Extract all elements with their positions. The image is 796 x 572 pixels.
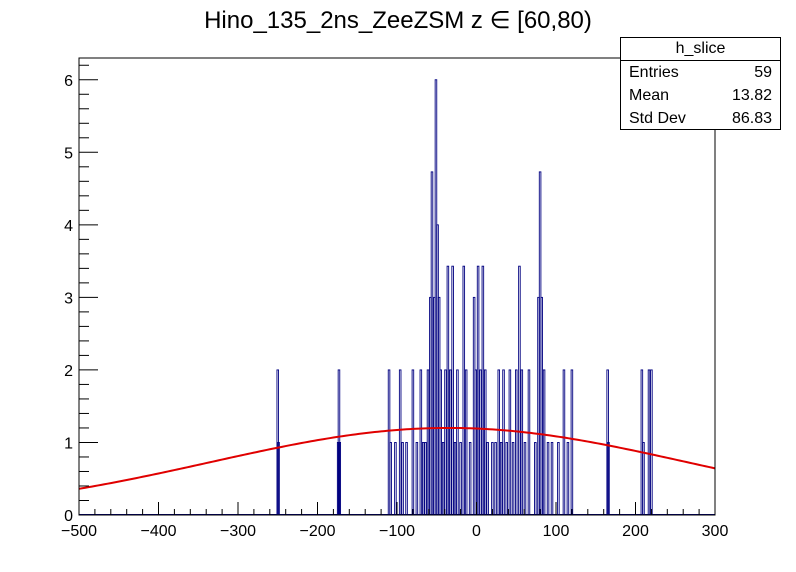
histogram-bar — [476, 265, 480, 516]
x-tick-label: 0 — [472, 523, 481, 540]
histogram-bar — [441, 442, 445, 516]
x-tick-label: −400 — [140, 523, 176, 540]
x-tick-label: −200 — [299, 523, 335, 540]
histogram-bar — [430, 171, 434, 516]
fit-curve-group — [78, 426, 716, 490]
y-tick-label: 5 — [64, 145, 73, 162]
y-tick-label: 4 — [64, 218, 73, 235]
histogram-bar — [426, 369, 430, 516]
histogram-bar — [550, 442, 554, 516]
stats-row-mean: Mean 13.82 — [621, 84, 780, 107]
stats-row-entries: Entries 59 — [621, 61, 780, 84]
stats-label: Std Dev — [629, 110, 686, 127]
stats-box: h_slice Entries 59 Mean 13.82 Std Dev 86… — [620, 37, 781, 130]
histogram-bar — [542, 369, 546, 516]
histogram-bar — [446, 265, 450, 516]
histogram-bar — [566, 442, 570, 516]
stats-box-title: h_slice — [621, 38, 780, 61]
histogram-bar — [540, 296, 543, 516]
histogram-bar — [449, 369, 452, 516]
histogram-bar — [650, 369, 653, 516]
histogram-bar — [497, 369, 501, 516]
x-tick-label: 200 — [622, 523, 649, 540]
histogram-bar — [515, 369, 518, 516]
histogram-bar — [419, 369, 423, 516]
histogram-bar — [481, 265, 485, 516]
histogram-bar — [557, 442, 560, 516]
histogram-bar — [468, 442, 472, 516]
x-tick-label: 100 — [543, 523, 570, 540]
histogram-bar — [491, 442, 494, 516]
histogram-bar — [486, 442, 489, 516]
histogram-bar — [502, 369, 505, 516]
histogram-bar — [511, 442, 515, 516]
histogram-bar — [421, 442, 425, 516]
histogram-bar — [518, 265, 521, 516]
y-tick-label: 0 — [64, 508, 73, 525]
histogram-bar — [456, 369, 459, 516]
chart-title: Hino_135_2ns_ZeeZSM z ∈ [60,80) — [204, 7, 592, 34]
y-tick-label: 6 — [64, 73, 73, 90]
histogram-bar — [508, 369, 512, 516]
histogram-bar — [401, 442, 404, 516]
x-tick-label: −100 — [379, 523, 415, 540]
histogram-bar — [439, 369, 442, 516]
y-tick-label: 2 — [64, 363, 73, 380]
histogram-bar — [459, 442, 462, 516]
histogram-bar — [494, 442, 497, 516]
histogram-bar — [405, 442, 408, 516]
stats-value: 86.83 — [731, 110, 772, 127]
x-tick-label: −300 — [220, 523, 256, 540]
histogram-bar — [453, 442, 457, 516]
histogram-bar — [483, 369, 487, 516]
histogram-bar — [505, 442, 508, 516]
histogram-bar — [451, 265, 454, 516]
stats-label: Mean — [629, 87, 670, 104]
histogram-bar — [424, 442, 427, 516]
histogram-bar — [464, 369, 468, 516]
histogram-bar — [474, 369, 477, 516]
histogram-bar — [523, 442, 527, 516]
stats-row-stddev: Std Dev 86.83 — [621, 107, 780, 130]
histogram-bars — [79, 79, 715, 516]
histogram-bar — [527, 369, 531, 516]
x-tick-label: 300 — [702, 523, 729, 540]
fit-curve — [78, 426, 716, 490]
histogram-bar — [562, 369, 566, 516]
histogram-bar — [411, 369, 415, 516]
histogram-bar — [398, 369, 402, 516]
histogram-bar — [479, 369, 482, 516]
histogram-bar — [546, 442, 550, 516]
histogram-bar — [462, 265, 466, 516]
histogram-bar — [647, 369, 651, 516]
stats-value: 59 — [754, 64, 772, 81]
stats-value: 13.82 — [731, 87, 772, 104]
histogram-bar — [394, 442, 397, 516]
y-tick-label: 3 — [64, 290, 73, 307]
x-tick-label: −500 — [61, 523, 97, 540]
histogram-bar — [520, 369, 524, 516]
y-tick-label: 1 — [64, 435, 73, 452]
histogram-bar — [415, 442, 419, 516]
histogram-bar — [534, 442, 537, 516]
histogram-bar — [570, 369, 574, 516]
histogram-bar — [499, 442, 503, 516]
histogram-bar — [389, 442, 392, 516]
stats-label: Entries — [629, 64, 679, 81]
histogram-bar — [444, 369, 447, 516]
axes: −500 −400 −300 −200 −100 0 100 200 300 0 1 2 3 4 5 6 — [61, 64, 729, 540]
